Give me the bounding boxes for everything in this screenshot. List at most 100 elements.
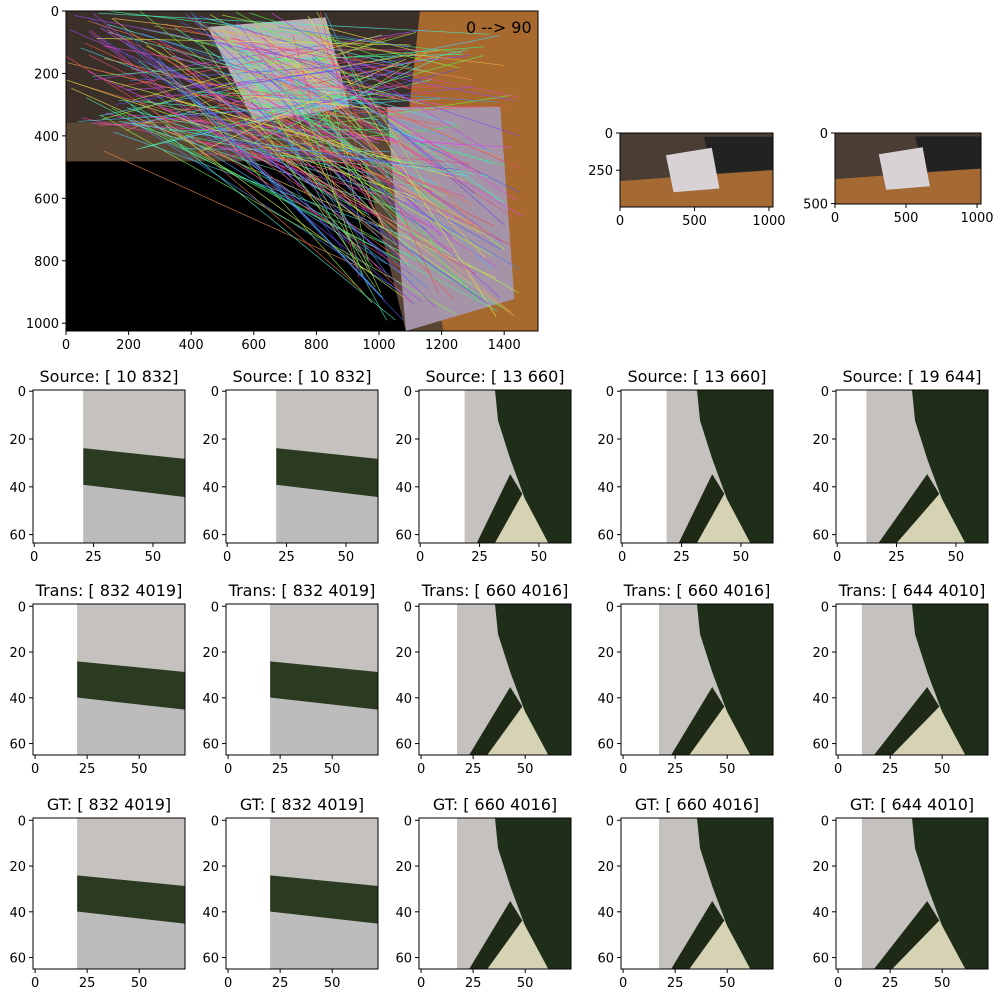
image-region — [704, 136, 773, 174]
y-tick-label: 0 — [18, 814, 26, 829]
panel-title: Source: [ 13 660] — [628, 367, 767, 386]
x-tick-label: 500 — [682, 214, 707, 229]
y-tick-label: 40 — [395, 906, 412, 921]
y-tick-label: 0 — [404, 814, 412, 829]
image-region — [697, 818, 773, 969]
image — [419, 604, 571, 755]
image-region — [270, 697, 378, 755]
image-white — [419, 390, 465, 543]
match-line — [255, 26, 487, 259]
y-tick-label: 20 — [395, 860, 412, 875]
match-line — [190, 12, 387, 274]
y-tick-label: 20 — [202, 860, 219, 875]
y-tick-label: 40 — [202, 906, 219, 921]
y-tick-label: 60 — [597, 529, 614, 544]
axes-frame — [32, 817, 186, 970]
image — [836, 390, 988, 543]
axes-frame — [835, 817, 989, 970]
match-line — [316, 11, 428, 189]
x-tick-label: 25 — [79, 976, 96, 991]
x-tick-label: 50 — [934, 762, 951, 777]
x-tick-label: 0 — [31, 976, 39, 991]
match-line — [303, 27, 477, 228]
x-tick-label: 600 — [241, 338, 266, 353]
match-line — [115, 59, 402, 105]
x-tick-label: 0 — [833, 550, 841, 565]
match-line — [298, 75, 373, 94]
match-line — [92, 13, 388, 257]
y-tick-label: 40 — [9, 481, 26, 496]
x-tick-label: 500 — [894, 211, 919, 226]
match-line — [113, 18, 505, 66]
image-region — [469, 687, 523, 755]
x-tick-label: 800 — [304, 338, 329, 353]
image-region — [892, 706, 966, 755]
x-tick-label: 50 — [719, 762, 736, 777]
x-tick-label: 0 — [223, 550, 231, 565]
axes-frame — [225, 817, 379, 970]
match-line — [155, 94, 416, 284]
image — [835, 133, 981, 204]
match-line — [66, 79, 420, 199]
x-tick-label: 0 — [616, 214, 624, 229]
image — [226, 604, 378, 755]
match-line — [192, 69, 437, 308]
image-region — [874, 901, 940, 969]
y-tick-label: 60 — [202, 529, 219, 544]
image-region — [495, 604, 571, 755]
image-white — [33, 390, 84, 543]
x-tick-label: 1000 — [960, 211, 993, 226]
match-line — [111, 107, 408, 265]
image — [66, 11, 538, 331]
match-line — [195, 101, 384, 299]
image — [33, 604, 185, 755]
match-line — [69, 29, 413, 178]
x-tick-label: 50 — [948, 550, 965, 565]
y-tick-label: 40 — [597, 692, 614, 707]
image-white — [33, 604, 78, 755]
annotation: 0 --> 90 — [466, 18, 532, 37]
match-line — [84, 42, 385, 180]
panel-title: Source: [ 19 644] — [843, 367, 982, 386]
y-tick-label: 60 — [395, 738, 412, 753]
image-region — [671, 901, 725, 969]
y-tick-label: 1000 — [26, 317, 59, 332]
match-line — [90, 29, 361, 250]
y-tick-label: 400 — [34, 130, 59, 145]
image — [226, 390, 378, 543]
match-line — [312, 54, 505, 226]
y-tick-label: 0 — [821, 814, 829, 829]
x-tick-label: 50 — [324, 762, 341, 777]
y-tick-label: 20 — [812, 646, 829, 661]
match-line — [141, 55, 484, 149]
match-line — [71, 88, 497, 279]
axes-frame — [620, 389, 774, 544]
image-region — [665, 147, 720, 193]
y-tick-label: 20 — [597, 433, 614, 448]
match-line — [250, 101, 399, 258]
panel-title: GT: [ 832 4019] — [240, 795, 364, 814]
match-line — [310, 23, 417, 52]
y-tick-label: 40 — [9, 906, 26, 921]
x-tick-label: 0 — [618, 550, 626, 565]
x-tick-label: 400 — [179, 338, 204, 353]
match-line — [166, 46, 411, 302]
image-white — [33, 818, 78, 969]
match-line — [100, 27, 499, 268]
y-tick-label: 40 — [597, 906, 614, 921]
y-tick-label: 40 — [9, 692, 26, 707]
match-line — [238, 89, 375, 144]
y-tick-label: 60 — [597, 738, 614, 753]
y-tick-label: 40 — [812, 906, 829, 921]
y-tick-label: 0 — [821, 385, 829, 400]
image-region — [270, 875, 378, 924]
y-tick-label: 40 — [812, 692, 829, 707]
image — [621, 390, 773, 543]
match-line — [272, 116, 365, 218]
x-tick-label: 50 — [719, 976, 736, 991]
y-tick-label: 0 — [211, 814, 219, 829]
y-tick-label: 200 — [34, 67, 59, 82]
y-tick-label: 0 — [18, 600, 26, 615]
match-line — [292, 72, 363, 275]
match-line — [100, 36, 490, 305]
